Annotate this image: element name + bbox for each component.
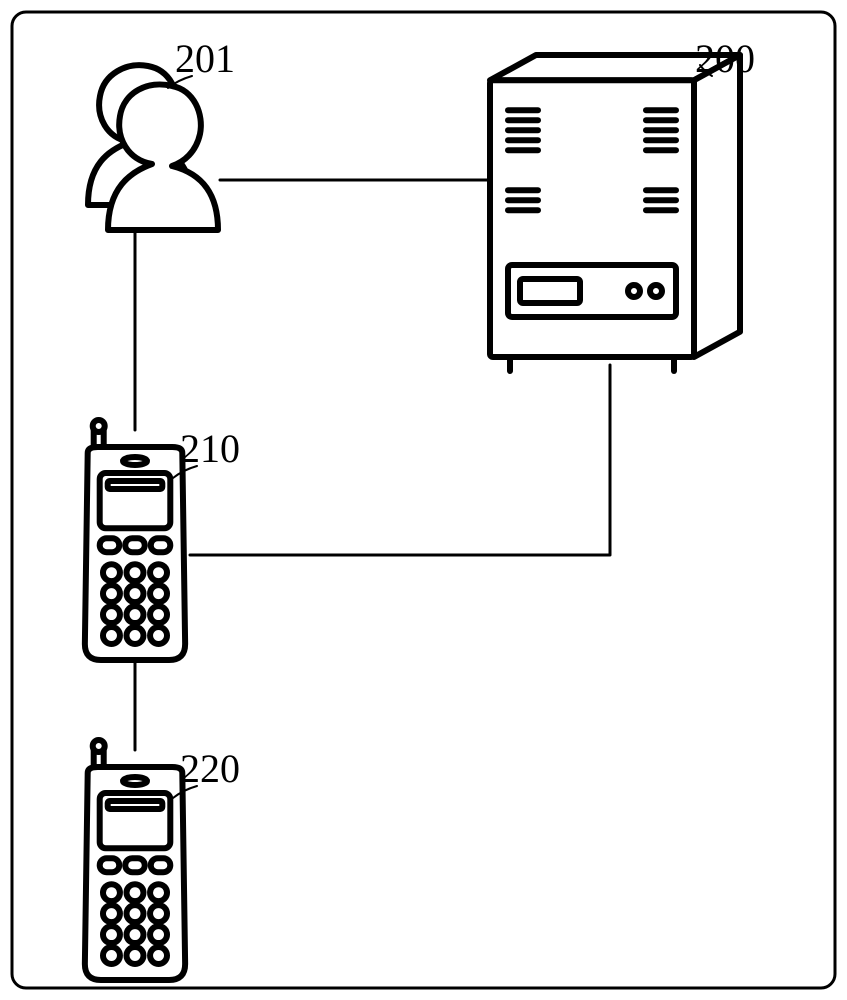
server-icon xyxy=(490,55,740,371)
reference-label: 210 xyxy=(180,425,240,472)
edge xyxy=(190,365,610,555)
phone-icon xyxy=(85,740,185,980)
reference-label: 201 xyxy=(175,35,235,82)
phone-icon xyxy=(85,420,185,660)
reference-label: 200 xyxy=(695,35,755,82)
reference-label: 220 xyxy=(180,745,240,792)
users-icon xyxy=(88,65,218,230)
